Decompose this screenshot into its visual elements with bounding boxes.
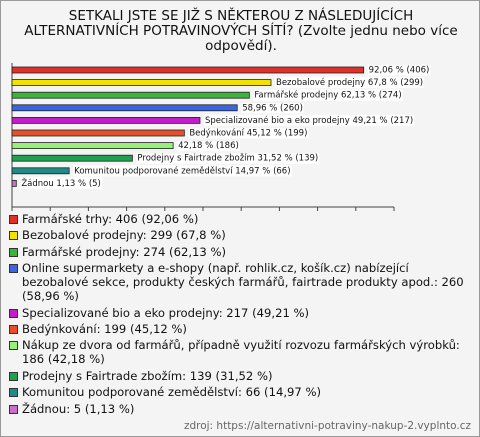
bar (11, 104, 238, 112)
bar (11, 117, 201, 124)
value-label: 42,18 % (186) (178, 141, 239, 151)
legend-swatch (9, 324, 18, 334)
value-label: Prodejny s Fairtrade zbožím 31,52 % (139… (137, 154, 318, 164)
bar (11, 180, 17, 187)
bar (11, 79, 272, 87)
legend-label: Farmářské trhy: 406 (92,06 %) (22, 212, 199, 226)
source: zdroj: https://alternativni-potraviny-na… (183, 420, 471, 432)
bar (11, 129, 185, 137)
legend-swatch (9, 231, 18, 241)
legend-label: Bedýnkování: 199 (45,12 %) (22, 321, 187, 336)
legend-swatch (9, 341, 18, 351)
legend-label: Farmářské prodejny: 274 (62,13 %) (22, 244, 226, 259)
legend: Farmářské trhy: 406 (92,06 %) Bezobalové … (9, 212, 471, 418)
legend-item: Farmářské trhy: 406 (92,06 %) (9, 212, 471, 226)
legend-label: Bezobalové prodejny: 299 (67,8 %) (22, 228, 226, 243)
value-label: Bedýnkování 45,12 % (199) (189, 129, 307, 139)
label-background (203, 114, 415, 126)
value-label: Bezobalové prodejny 67,8 % (299) (276, 77, 423, 88)
legend-item: Prodejny s Fairtrade zbožím: 139 (31,52 … (9, 369, 471, 383)
legend-item: Bezobalové prodejny: 299 (67,8 %) (9, 228, 471, 242)
label-background (241, 103, 304, 114)
label-background (20, 176, 102, 189)
bar (11, 142, 174, 149)
bar (11, 154, 133, 162)
legend-label: Online supermarkety a e-shopy (např. roh… (22, 261, 464, 304)
legend-swatch (9, 215, 18, 224)
bar (11, 66, 365, 74)
bar (11, 91, 250, 99)
legend-item: Farmářské prodejny: 274 (62,13 %) (9, 245, 471, 259)
legend-item: Online supermarkety a e-shopy (např. roh… (9, 261, 471, 303)
legend-swatch (9, 371, 18, 381)
value-label: Specializované bio a eko prodejny 49,21 … (205, 115, 413, 126)
value-label: Žádnou 1,13 % (5) (21, 177, 101, 189)
legend-label: Prodejny s Fairtrade zbožím: 139 (31,52 … (22, 368, 273, 383)
bar (11, 167, 70, 175)
legend-item: Nákup ze dvora od farmářů, případně využ… (9, 338, 471, 366)
label-background (367, 65, 431, 76)
label-background (136, 153, 320, 164)
legend-label: Specializované bio a eko prodejny: 217 (… (22, 305, 310, 320)
legend-swatch (9, 264, 18, 274)
legend-item: Žádnou: 5 (1,13 %) (9, 402, 471, 416)
legend-swatch (9, 247, 18, 257)
value-label: 92,06 % (406) (369, 66, 430, 76)
label-background (188, 128, 309, 139)
legend-swatch (9, 404, 18, 414)
value-label: Farmářské prodejny 62,13 % (274) (254, 90, 401, 101)
chart: 0%10%20%30%40%50%60%70%80%90%100%92,06 %… (11, 63, 431, 211)
legend-label: Nákup ze dvora od farmářů, případně využ… (22, 338, 460, 367)
legend-item: Komunitou podporované zemědělství: 66 (1… (9, 385, 471, 399)
legend-label: Komunitou podporované zemědělství: 66 (1… (22, 385, 321, 400)
chart-title: SETKALI JSTE SE JIŽ S NĚKTEROU Z NÁSLEDU… (24, 8, 458, 54)
value-label: 58,96 % (260) (242, 103, 303, 113)
legend-swatch (9, 388, 18, 398)
label-background (177, 141, 240, 152)
legend-item: Bedýnkování: 199 (45,12 %) (9, 322, 471, 336)
label-background (274, 77, 425, 89)
legend-label: Žádnou: 5 (1,13 %) (22, 401, 135, 416)
label-background (73, 165, 292, 177)
legend-item: Specializované bio a eko prodejny: 217 (… (9, 306, 471, 320)
legend-swatch (9, 308, 18, 318)
value-label: Komunitou podporované zemědělství 14,97 … (74, 165, 290, 176)
label-background (253, 89, 403, 101)
